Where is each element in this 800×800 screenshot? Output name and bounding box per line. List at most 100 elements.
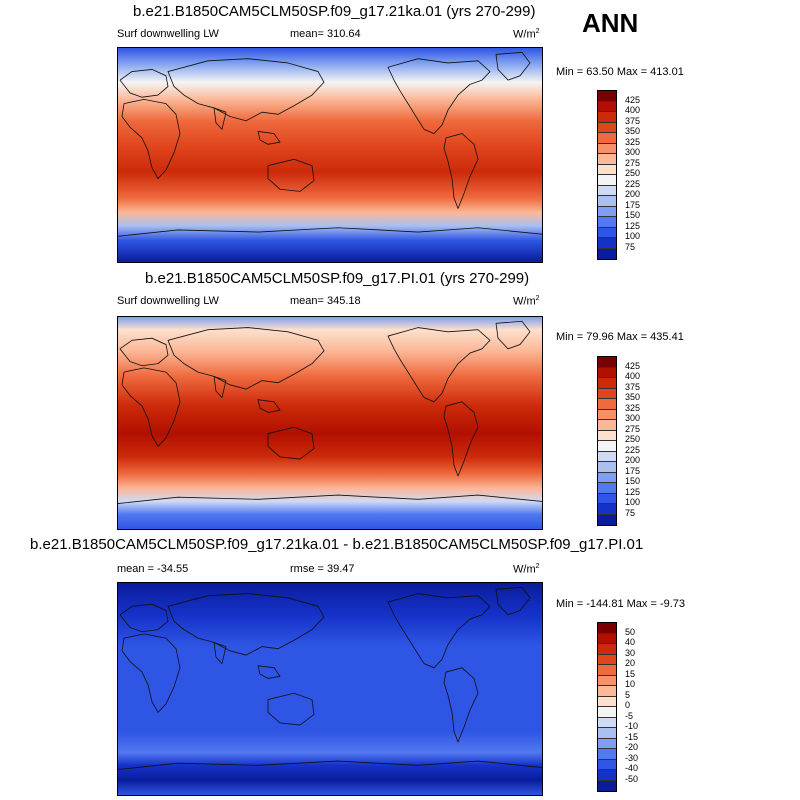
colorbar-swatch	[598, 623, 616, 634]
panel-1-colorbar	[597, 90, 617, 260]
colorbar-tick-label: 175	[625, 465, 641, 476]
colorbar-swatch	[598, 738, 616, 749]
colorbar-swatch	[598, 378, 616, 389]
colorbar-swatch	[598, 175, 616, 186]
panel-1-minmax: Min = 63.50 Max = 413.01	[556, 66, 684, 78]
colorbar-tick-label: 125	[625, 220, 641, 231]
colorbar-swatch	[598, 441, 616, 452]
colorbar-swatch	[598, 112, 616, 123]
colorbar-tick-label: 150	[625, 476, 641, 486]
colorbar-swatch	[598, 238, 616, 249]
colorbar-tick-label: 75	[625, 507, 636, 518]
colorbar-swatch	[598, 248, 616, 259]
colorbar-swatch	[598, 101, 616, 112]
colorbar-tick-label: 100	[625, 497, 641, 507]
panel-2-map	[117, 316, 543, 530]
colorbar-swatch	[598, 164, 616, 175]
colorbar-tick-label: 250	[625, 434, 641, 444]
colorbar-tick-label: 200	[625, 189, 641, 199]
panel-3-minmax: Min = -144.81 Max = -9.73	[556, 598, 686, 610]
colorbar-tick-label: 400	[625, 371, 641, 381]
colorbar-swatch	[598, 399, 616, 410]
colorbar-swatch	[598, 514, 616, 525]
panel-3-units: W/m2	[513, 563, 540, 576]
colorbar-tick-label: 100	[625, 231, 641, 241]
colorbar-tick-label: 250	[625, 168, 641, 178]
colorbar-tick-label: 75	[625, 241, 636, 252]
colorbar-tick-label: 300	[625, 147, 641, 157]
panel-3-colorbar	[597, 622, 617, 792]
panel-2-colorbar	[597, 356, 617, 526]
colorbar-tick-label: 0	[625, 700, 631, 710]
colorbar-tick-label: 375	[625, 115, 641, 126]
colorbar-swatch	[598, 654, 616, 665]
colorbar-tick-label: 400	[625, 105, 641, 115]
colorbar-tick-label: 275	[625, 157, 641, 168]
colorbar-swatch	[598, 675, 616, 686]
colorbar-tick-label: 300	[625, 413, 641, 423]
colorbar-swatch	[598, 185, 616, 196]
panel-3-rmse: rmse = 39.47	[290, 563, 355, 575]
panel-2-title: b.e21.B1850CAM5CLM50SP.f09_g17.PI.01 (yr…	[145, 270, 530, 287]
panel-2-variable: Surf downwelling LW	[117, 295, 219, 307]
colorbar-tick-label: 150	[625, 210, 641, 220]
panel-3-mean: mean = -34.55	[117, 563, 189, 575]
colorbar-swatch	[598, 420, 616, 431]
colorbar-swatch	[598, 728, 616, 739]
colorbar-tick-label: 425	[625, 94, 641, 105]
colorbar-swatch	[598, 686, 616, 697]
colorbar-tick-label: 200	[625, 455, 641, 465]
colorbar-swatch	[598, 388, 616, 399]
colorbar-tick-label: 50	[625, 626, 636, 637]
colorbar-swatch	[598, 357, 616, 368]
panel-1-title: b.e21.B1850CAM5CLM50SP.f09_g17.21ka.01 (…	[133, 3, 536, 20]
panel-2-units: W/m2	[513, 295, 540, 308]
colorbar-swatch	[598, 462, 616, 473]
colorbar-tick-label: 125	[625, 486, 641, 497]
colorbar-tick-label: 375	[625, 381, 641, 392]
colorbar-swatch	[598, 770, 616, 781]
colorbar-tick-label: -15	[625, 731, 639, 742]
colorbar-tick-label: 40	[625, 637, 636, 647]
colorbar-tick-label: 175	[625, 199, 641, 210]
colorbar-swatch	[598, 430, 616, 441]
colorbar-tick-label: 325	[625, 136, 641, 147]
colorbar-swatch	[598, 780, 616, 791]
colorbar-swatch	[598, 367, 616, 378]
colorbar-tick-label: 30	[625, 647, 636, 658]
colorbar-swatch	[598, 493, 616, 504]
colorbar-swatch	[598, 154, 616, 165]
panel-1-variable: Surf downwelling LW	[117, 28, 219, 40]
colorbar-tick-label: 10	[625, 679, 636, 689]
colorbar-swatch	[598, 749, 616, 760]
colorbar-swatch	[598, 143, 616, 154]
colorbar-tick-label: -5	[625, 710, 634, 721]
colorbar-tick-label: 325	[625, 402, 641, 413]
colorbar-tick-label: -20	[625, 742, 639, 752]
colorbar-swatch	[598, 483, 616, 494]
colorbar-swatch	[598, 717, 616, 728]
colorbar-tick-label: -40	[625, 763, 639, 773]
colorbar-tick-label: 15	[625, 668, 636, 679]
colorbar-tick-label: 275	[625, 423, 641, 434]
colorbar-tick-label: -50	[625, 773, 639, 784]
colorbar-swatch	[598, 227, 616, 238]
panel-3-title: b.e21.B1850CAM5CLM50SP.f09_g17.21ka.01 -…	[30, 536, 644, 553]
colorbar-swatch	[598, 759, 616, 770]
season-label: ANN	[582, 8, 639, 38]
colorbar-swatch	[598, 633, 616, 644]
colorbar-tick-label: 350	[625, 392, 641, 402]
colorbar-swatch	[598, 707, 616, 718]
panel-1-map	[117, 47, 543, 263]
colorbar-swatch	[598, 696, 616, 707]
colorbar-swatch	[598, 451, 616, 462]
colorbar-tick-label: 5	[625, 689, 631, 700]
colorbar-tick-label: 425	[625, 360, 641, 371]
colorbar-tick-label: 225	[625, 178, 641, 189]
colorbar-tick-label: 20	[625, 658, 636, 668]
colorbar-swatch	[598, 91, 616, 102]
colorbar-swatch	[598, 217, 616, 228]
panel-2-mean: mean= 345.18	[290, 295, 361, 307]
colorbar-swatch	[598, 122, 616, 133]
panel-1-mean: mean= 310.64	[290, 28, 361, 40]
